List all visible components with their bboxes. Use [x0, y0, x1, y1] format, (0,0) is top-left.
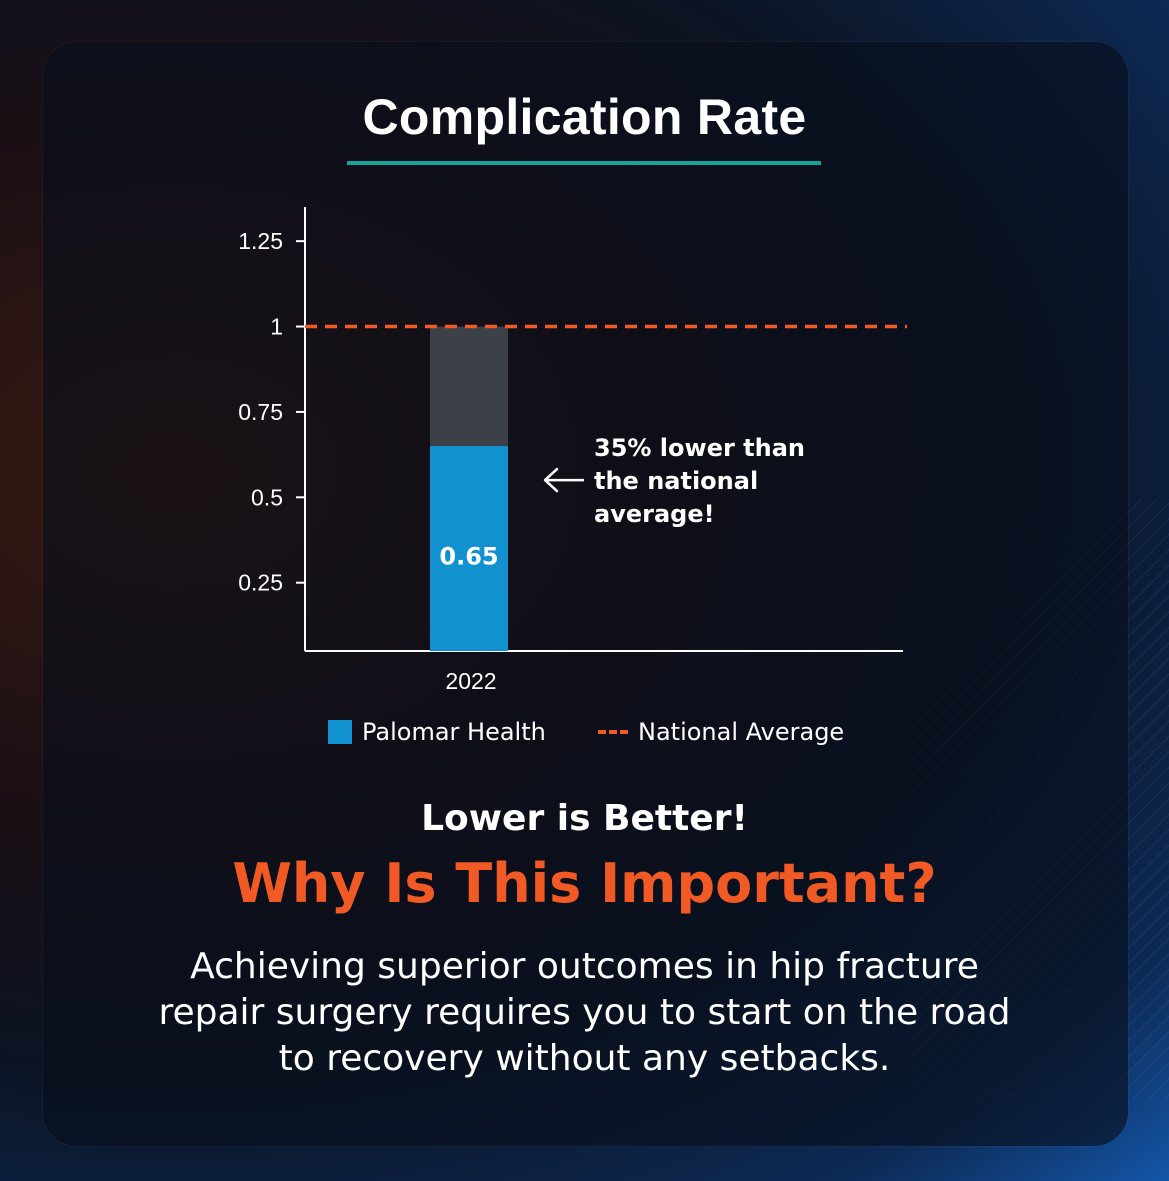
legend-item-palomar: Palomar Health: [328, 718, 546, 746]
legend-item-national-average: National Average: [598, 718, 844, 746]
title-underline: [347, 161, 821, 165]
bar-palomar-health: [430, 446, 508, 651]
y-tick-label: 0.75: [238, 399, 283, 425]
why-heading: Why Is This Important?: [232, 852, 937, 915]
body-paragraph: Achieving superior outcomes in hip fract…: [110, 944, 1059, 1082]
body-line-3: to recovery without any setbacks.: [278, 1038, 891, 1079]
y-tick-label: 0.25: [238, 570, 283, 596]
body-line-2: repair surgery requires you to start on …: [158, 992, 1011, 1033]
content-card: [43, 42, 1128, 1146]
body-line-1: Achieving superior outcomes in hip fract…: [190, 946, 979, 987]
lower-is-better-text: Lower is Better!: [421, 798, 748, 839]
annotation-text-line: the national: [594, 467, 758, 495]
x-tick-label: 2022: [445, 668, 496, 694]
bar-data-label: 0.65: [439, 543, 498, 571]
annotation-text-line: average!: [594, 500, 715, 528]
bar-remainder: [430, 326, 508, 447]
legend-dash-national-average: [598, 730, 628, 734]
legend-label-palomar: Palomar Health: [362, 718, 546, 746]
chart-legend: Palomar Health National Average: [0, 718, 1169, 752]
legend-swatch-palomar: [328, 720, 352, 744]
annotation-arrow-head: [543, 467, 559, 493]
annotation-text-line: 35% lower than: [594, 434, 805, 462]
y-tick-label: 0.5: [251, 484, 283, 510]
legend-label-national-average: National Average: [638, 718, 845, 746]
chart-title: Complication Rate: [362, 89, 807, 145]
y-tick-label: 1.25: [238, 228, 283, 254]
y-tick-label: 1: [270, 314, 283, 340]
